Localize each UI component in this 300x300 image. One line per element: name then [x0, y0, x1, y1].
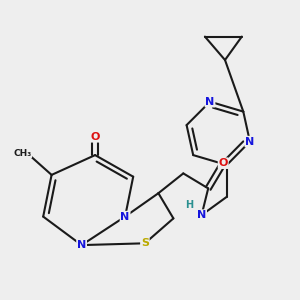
Text: N: N: [197, 210, 206, 220]
Text: N: N: [206, 97, 214, 107]
Text: S: S: [141, 238, 149, 248]
Text: N: N: [245, 136, 254, 147]
Text: N: N: [77, 240, 86, 250]
Text: CH₃: CH₃: [14, 148, 32, 158]
Text: O: O: [90, 132, 100, 142]
Text: O: O: [218, 158, 228, 168]
Text: N: N: [121, 212, 130, 222]
Text: H: H: [185, 200, 193, 210]
